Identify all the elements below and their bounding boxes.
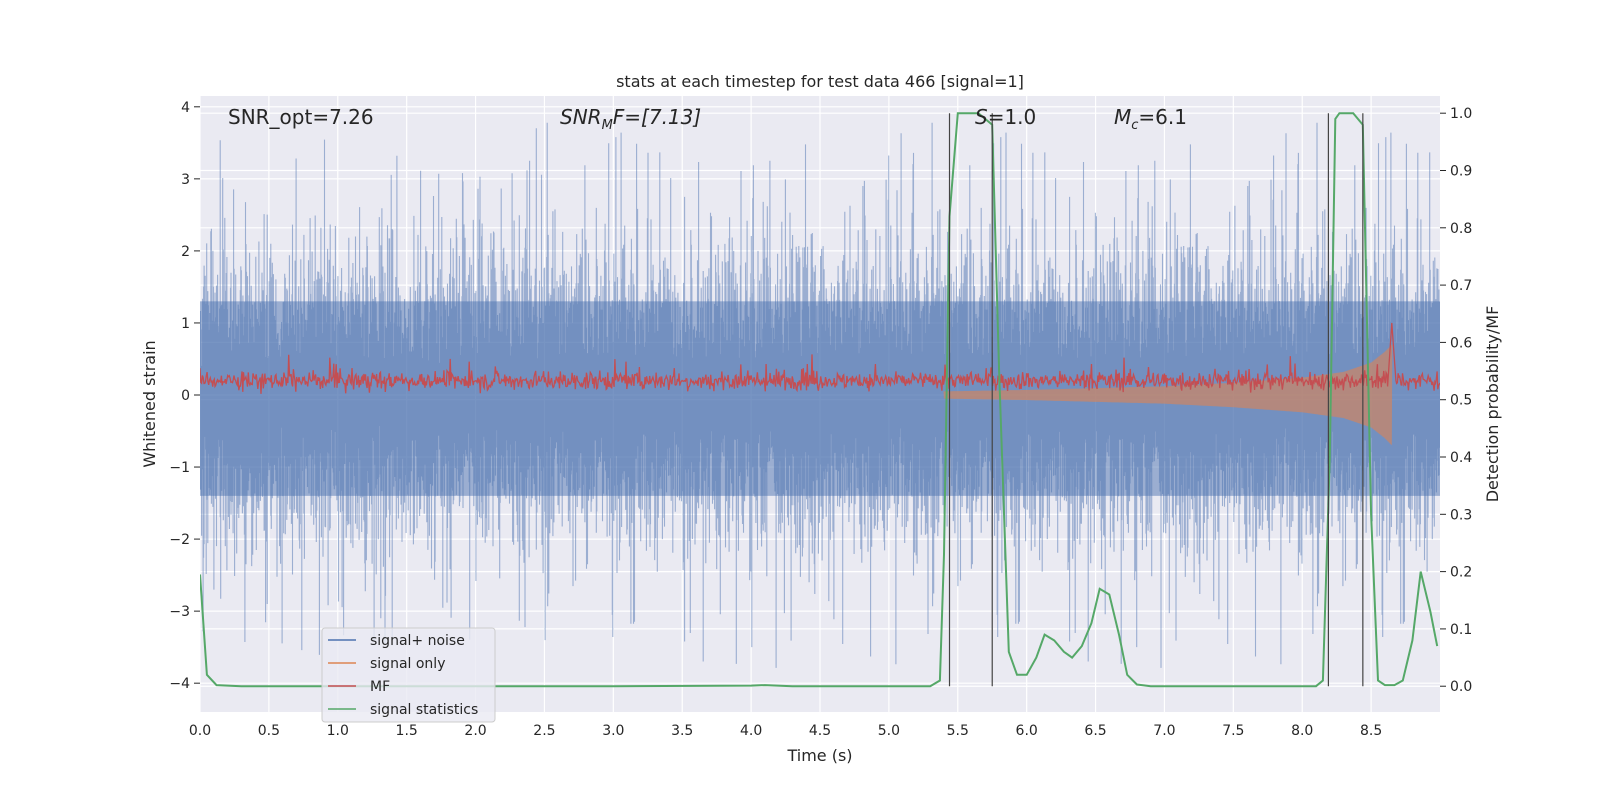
x-tick-label: 0.0 [189,723,211,739]
y2-tick-label: 0.3 [1450,507,1472,523]
x-axis-label: Time (s) [786,746,852,765]
x-tick-label: 5.5 [947,723,969,739]
y2-tick-label: 0.9 [1450,163,1472,179]
vertical-markers [948,113,1364,687]
legend-label-signal-noise: signal+ noise [370,633,465,649]
y-tick-labels: 4 3 2 1 0 −1 −2 −3 −4 [169,100,200,692]
x-tick-label: 3.5 [671,723,693,739]
y2-tick-label: 0.5 [1450,393,1472,409]
snr-opt-annotation: SNR_opt=7.26 [228,105,374,129]
x-tick-label: 3.0 [602,723,624,739]
y2-tick-label: 0.6 [1450,335,1472,351]
signal-only-line [943,344,1393,445]
y2-tick-label: 0.8 [1450,221,1472,237]
legend-box [321,627,496,723]
snr-mf-annotation: SNRMF=[7.13] [560,105,701,133]
y2-tick-labels: 1.0 0.9 0.8 0.7 0.6 0.5 0.4 0.3 0.2 0.1 0.0 [1440,106,1472,695]
series-layer [200,112,1440,688]
x-tick-label: 1.5 [396,723,418,739]
mc-annotation: Mc=6.1 [1114,105,1187,133]
y2-tick-label: 0.0 [1450,679,1472,695]
x-tick-label: 8.5 [1360,723,1382,739]
x-tick-label: 5.0 [878,723,900,739]
y-tick-label: 1 [181,316,190,332]
y2-tick-label: 1.0 [1450,106,1472,122]
mc-value: =6.1 [1138,105,1187,129]
y2-tick-label: 0.2 [1450,565,1472,581]
x-tick-label: 6.0 [1016,723,1038,739]
legend: signal+ noise signal only MF signal stat… [321,627,496,723]
y-tick-label: −1 [169,460,190,476]
s-value: =1.0 [988,105,1037,129]
y2-tick-label: 0.7 [1450,278,1472,294]
y-tick-label: 3 [181,172,190,188]
x-tick-labels: 0.0 0.5 1.0 1.5 2.0 2.5 3.0 3.5 4.0 4.5 5.0 5.5 6.0 6… [189,723,1382,739]
snr-mf-prefix: SNR [560,105,602,129]
snr-mf-sub: M [602,118,613,133]
legend-label-signal-only: signal only [370,656,445,672]
snr-mf-suffix: F=[7.13] [613,105,701,129]
x-tick-label: 2.0 [464,723,486,739]
x-tick-label: 1.0 [327,723,349,739]
y2-tick-label: 0.4 [1450,450,1472,466]
mc-sub: c [1131,118,1138,133]
y-tick-label: −2 [169,532,190,548]
x-tick-label: 4.5 [809,723,831,739]
y-tick-label: 2 [181,244,190,260]
x-tick-label: 4.0 [740,723,762,739]
y-tick-label: −4 [169,676,190,692]
signal-statistics-line [200,112,1439,688]
x-tick-label: 6.5 [1084,723,1106,739]
y2-axis-label: Detection probability/MF [1483,306,1502,503]
y-axis-label: Whitened strain [140,340,159,467]
chart-title: stats at each timestep for test data 466… [616,72,1024,91]
x-tick-label: 2.5 [533,723,555,739]
s-annotation: S=1.0 [975,105,1036,129]
y-tick-label: 4 [181,100,190,116]
x-tick-label: 7.0 [1153,723,1175,739]
x-tick-label: 8.0 [1291,723,1313,739]
legend-label-mf: MF [370,679,390,695]
mc-var: M [1114,105,1131,129]
legend-label-signal-statistics: signal statistics [370,702,478,718]
mf-line [200,322,1440,394]
x-tick-label: 7.5 [1222,723,1244,739]
y-tick-label: −3 [169,604,190,620]
y2-tick-label: 0.1 [1450,622,1472,638]
y-tick-label: 0 [181,388,190,404]
x-tick-label: 0.5 [258,723,280,739]
s-var: S [975,105,988,129]
